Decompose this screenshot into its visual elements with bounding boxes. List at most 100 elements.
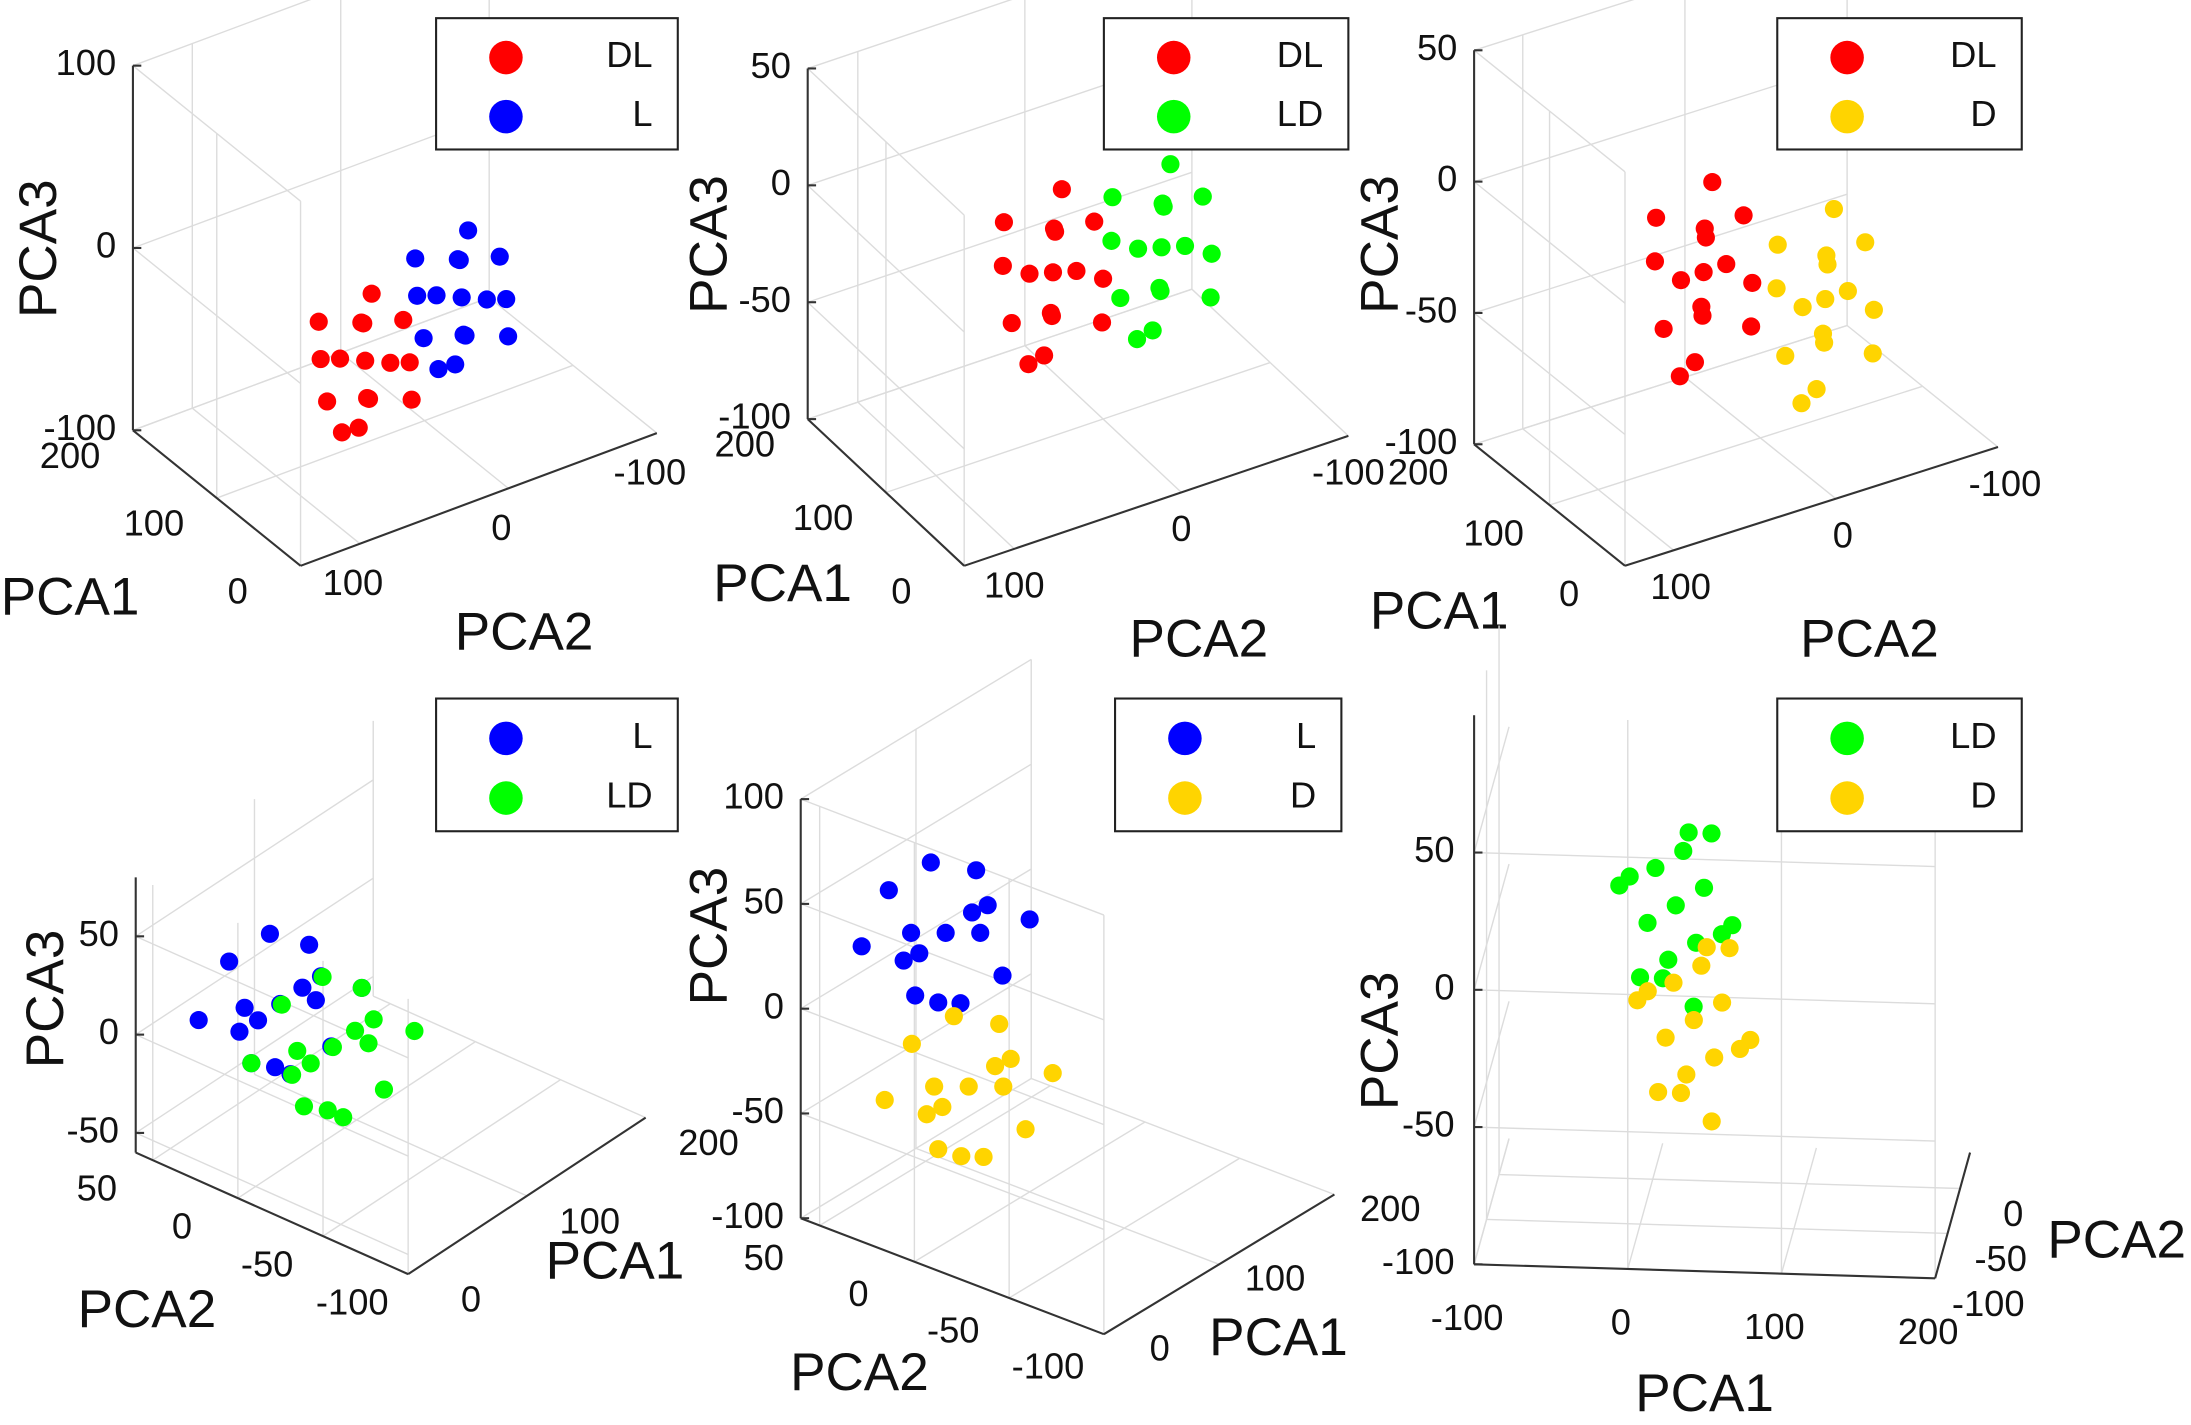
data-point <box>1649 1082 1668 1102</box>
x-axis <box>806 418 965 567</box>
grid-line <box>1030 1077 1335 1196</box>
data-point <box>852 937 871 956</box>
data-point <box>1734 206 1753 225</box>
grid-line <box>132 114 490 249</box>
data-point <box>1638 913 1657 932</box>
grid-line <box>800 1008 1105 1126</box>
legend-marker <box>489 40 523 75</box>
data-point <box>1035 346 1054 365</box>
y-tick-label: -50 <box>1974 1238 2026 1279</box>
grid-line <box>914 1121 1146 1263</box>
grid-line <box>1474 1126 1936 1142</box>
data-point <box>1824 199 1844 219</box>
data-point <box>1103 188 1122 207</box>
grid-line <box>807 301 965 450</box>
grid-line <box>135 975 374 1134</box>
data-point <box>477 290 496 309</box>
legend-marker <box>489 99 523 134</box>
legend-marker <box>489 781 523 815</box>
data-point <box>497 289 516 309</box>
data-point <box>971 923 990 942</box>
data-point <box>323 1038 342 1057</box>
legend-label: L <box>1296 715 1316 756</box>
y-tick-label: -100 <box>1012 1346 1085 1387</box>
data-point <box>235 998 254 1017</box>
grid-line <box>807 184 965 333</box>
data-point <box>894 951 913 970</box>
data-point <box>1161 155 1180 174</box>
grid-line <box>1473 49 1626 173</box>
grid-line <box>237 1041 476 1199</box>
x-tick-label: 0 <box>1559 573 1579 614</box>
data-point <box>929 993 948 1012</box>
data-point <box>448 250 467 269</box>
legend-marker <box>1830 781 1864 815</box>
data-point <box>1020 910 1039 929</box>
legend-marker <box>1830 40 1864 75</box>
data-point <box>332 423 352 442</box>
z-tick-label: -100 <box>711 1195 784 1236</box>
z-tick-label: -50 <box>731 1090 783 1131</box>
data-point <box>1697 938 1716 957</box>
grid-line <box>1684 376 1837 500</box>
legend-label: L <box>632 93 652 134</box>
y-tick-label: 0 <box>172 1205 192 1246</box>
x-tick-label: 200 <box>40 435 101 476</box>
grid-line <box>132 247 302 385</box>
grid-line <box>1473 1138 1510 1265</box>
data-point <box>875 1090 894 1110</box>
grid-line <box>1473 312 1626 436</box>
data-point <box>1002 313 1021 333</box>
data-point <box>1694 263 1713 282</box>
y-tick-label: -100 <box>1969 463 2042 504</box>
grid-line <box>807 0 1013 70</box>
legend-label: DL <box>1277 34 1323 75</box>
grid-line <box>254 1073 528 1197</box>
grid-line <box>1473 193 1848 314</box>
x-tick-label: 200 <box>1360 1188 1421 1229</box>
data-point <box>288 1041 307 1060</box>
data-point <box>309 312 328 331</box>
data-point <box>429 360 448 379</box>
data-point <box>952 1147 971 1166</box>
x-tick-label: 0 <box>1611 1301 1631 1342</box>
data-point <box>1020 264 1039 283</box>
data-point <box>910 944 929 963</box>
data-point <box>1193 187 1212 206</box>
y-axis-label: PCA2 <box>1130 610 1269 669</box>
legend-marker <box>1156 99 1191 134</box>
data-point <box>974 1147 993 1167</box>
grid-line <box>885 361 1271 494</box>
grid-line <box>800 658 1032 800</box>
x-tick-label: 100 <box>124 503 185 544</box>
legend-label: LD <box>1950 715 1996 756</box>
grid-line <box>1499 1173 1961 1190</box>
data-point <box>1685 353 1705 372</box>
x-axis <box>407 1116 647 1275</box>
data-point <box>962 903 982 922</box>
grid-line <box>1780 1147 1818 1274</box>
data-point <box>1767 279 1786 298</box>
subplot: -100-500500100200-1000100PCA1PCA2PCA3DLL… <box>680 0 1385 669</box>
data-point <box>1723 916 1742 935</box>
legend-marker <box>1156 40 1191 75</box>
data-point <box>1659 950 1678 969</box>
legend-label: LD <box>606 775 652 816</box>
y-axis <box>800 1217 1105 1336</box>
data-point <box>1671 1083 1691 1103</box>
data-point <box>1684 997 1703 1016</box>
data-point <box>456 326 475 345</box>
y-tick-label: 100 <box>323 562 384 603</box>
data-point <box>1807 380 1826 399</box>
z-tick-label: -100 <box>1385 421 1458 462</box>
y-tick-label: 0 <box>491 507 511 548</box>
x-axis <box>1473 443 1626 567</box>
data-point <box>452 288 471 307</box>
data-point <box>362 284 381 303</box>
data-point <box>1703 173 1722 192</box>
grid-line <box>135 779 374 937</box>
z-tick-label: 100 <box>56 42 117 83</box>
x-axis-label: PCA1 <box>1 568 140 627</box>
data-point <box>994 1077 1013 1096</box>
legend-box <box>435 697 679 833</box>
